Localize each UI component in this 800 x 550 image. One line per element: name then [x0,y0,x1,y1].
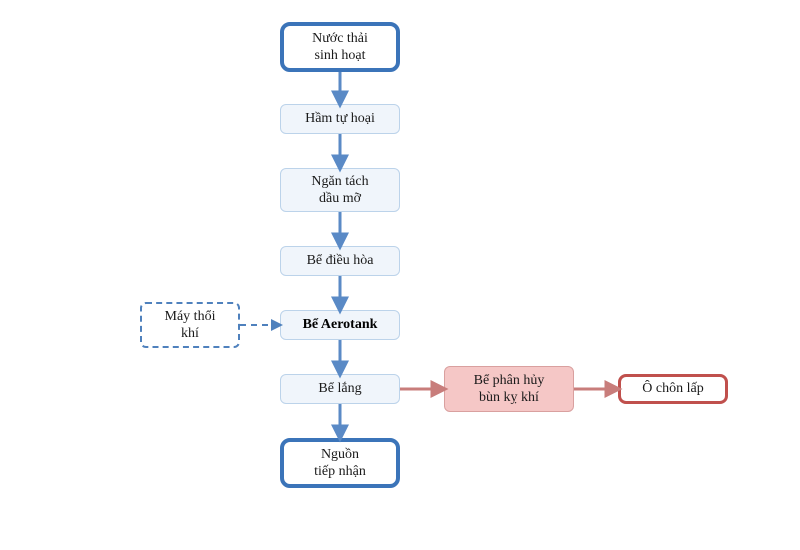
node-n5: Bể Aerotank [280,310,400,340]
node-n7: Nguồn tiếp nhận [280,438,400,488]
node-in1: Máy thổi khí [140,302,240,348]
flowchart-canvas: Nước thải sinh hoạt Hầm tự hoại Ngăn tách … [0,0,800,550]
node-n1: Nước thải sinh hoạt [280,22,400,72]
node-n2: Hầm tự hoại [280,104,400,134]
node-r2: Ô chôn lấp [618,374,728,404]
node-r1: Bể phân hủy bùn kỵ khí [444,366,574,412]
node-n3: Ngăn tách dầu mỡ [280,168,400,212]
node-n4: Bể điều hòa [280,246,400,276]
node-n6: Bể lắng [280,374,400,404]
